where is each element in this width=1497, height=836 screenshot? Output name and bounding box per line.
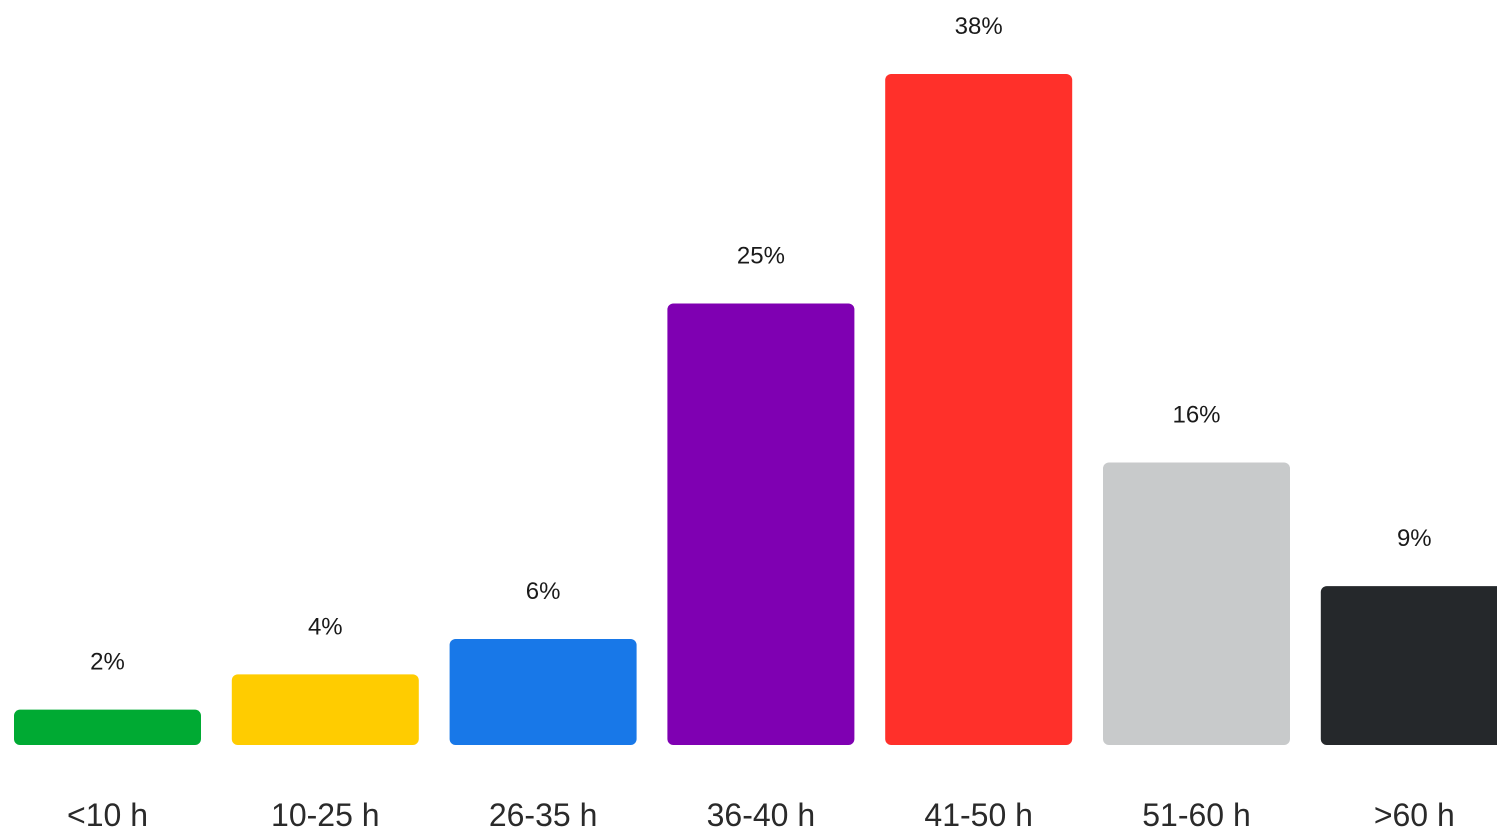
category-label-51-60-h: 51-60 h [1142, 797, 1251, 833]
category-label-26-35-h: 26-35 h [489, 797, 598, 833]
category-label-10-25-h: 10-25 h [271, 797, 380, 833]
bar-lt10-h [14, 709, 201, 745]
bar-36-40-h [667, 303, 855, 745]
value-label-41-50-h: 38% [955, 13, 1003, 40]
category-label-41-50-h: 41-50 h [924, 797, 1033, 833]
value-label-10-25-h: 4% [308, 613, 343, 640]
value-labels-group: 2% 4% 6% 25% 38% 16% 9% [90, 13, 1431, 676]
category-label-36-40-h: 36-40 h [707, 797, 816, 833]
value-label-gt60-h: 9% [1397, 525, 1432, 552]
category-label-gt60-h: >60 h [1374, 797, 1455, 833]
bar-10-25-h [231, 674, 419, 745]
bar-51-60-h [1103, 462, 1290, 745]
bar-gt60-h [1320, 586, 1497, 745]
category-labels-group: <10 h 10-25 h 26-35 h 36-40 h 41-50 h 51-60 h… [67, 797, 1455, 833]
bar-26-35-h [449, 639, 637, 745]
category-label-lt10-h: <10 h [67, 797, 148, 833]
value-label-lt10-h: 2% [90, 649, 125, 676]
value-label-51-60-h: 16% [1172, 401, 1220, 428]
bar-41-50-h [885, 74, 1073, 745]
value-label-36-40-h: 25% [737, 243, 785, 270]
bars-group [14, 74, 1497, 745]
value-label-26-35-h: 6% [526, 578, 561, 605]
